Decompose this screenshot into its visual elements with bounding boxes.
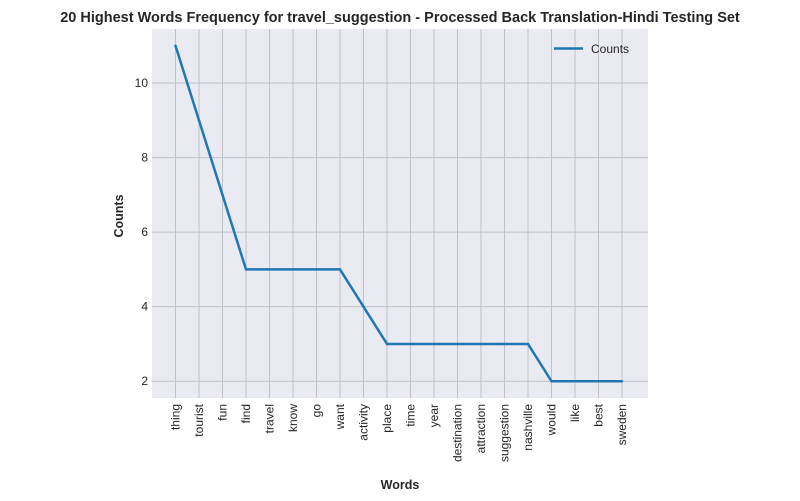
x-tick-label: activity [357,404,371,441]
data-point [597,379,600,383]
legend-label: Counts [591,42,629,56]
x-tick-label: year [427,404,441,427]
x-tick-label: suggestion [498,404,512,462]
x-tick-label: want [333,403,347,430]
data-point [409,342,412,346]
x-tick-label: attraction [474,404,488,453]
data-point [197,119,201,122]
data-point [268,268,271,271]
chart-title: 20 Highest Words Frequency for travel_su… [60,10,740,26]
data-point [338,268,342,271]
data-point [479,342,483,346]
data-point [221,193,224,197]
data-point [573,379,577,383]
x-tick-label: like [568,404,582,422]
y-tick-labels: 2 4 6 8 10 [135,76,149,388]
plot-area [152,29,648,398]
legend: Counts [554,42,629,56]
data-point [174,44,177,48]
data-point [291,268,295,271]
x-tick-label: fun [216,404,230,421]
data-point [620,379,624,383]
x-tick-label: travel [263,404,277,433]
series-group [174,44,624,383]
data-point [456,342,459,346]
y-tick-label: 8 [141,151,148,165]
series-line-counts [174,45,622,383]
x-tick-label: would [545,404,559,436]
data-point [526,342,530,346]
data-point [550,379,553,383]
x-tick-label: know [286,404,300,432]
x-tick-label: best [592,403,606,426]
x-tick-label: time [404,404,418,427]
x-axis-label: Words [381,478,420,492]
x-tick-labels: thing tourist fun find travel know go want activ… [169,403,630,462]
data-point [432,342,436,346]
x-tick-label: tourist [192,403,206,436]
data-point [244,268,248,271]
data-point [503,342,506,346]
data-point [362,305,365,308]
x-tick-label: go [310,404,324,418]
data-point [315,268,318,271]
x-tick-label: find [239,404,253,423]
x-tick-label: place [380,404,394,433]
x-tick-label: destination [451,404,465,462]
y-tick-label: 4 [141,300,148,314]
y-tick-label: 6 [141,225,148,239]
y-axis-label: Counts [112,194,126,237]
x-tick-label: sweden [615,404,629,445]
y-tick-label: 2 [141,374,148,388]
x-gridlines [175,29,623,398]
data-point [385,342,389,346]
y-tick-label: 10 [135,76,149,90]
x-tick-label: nashville [521,404,535,451]
x-tick-label: thing [169,404,183,430]
